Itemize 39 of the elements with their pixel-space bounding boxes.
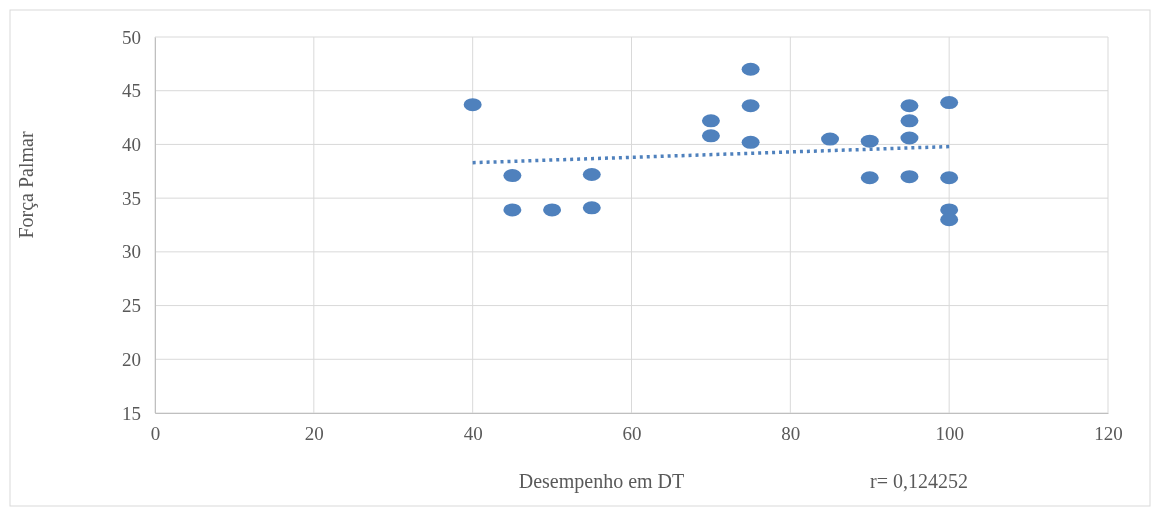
x-tick-label: 0: [150, 423, 161, 445]
y-tick-label: 20: [122, 348, 141, 370]
point: [701, 114, 720, 128]
point: [940, 171, 959, 185]
x-tick-label: 120: [1094, 423, 1123, 445]
x-tick-label: 60: [622, 423, 642, 445]
point: [900, 99, 919, 113]
text: r= 0,124252: [870, 470, 968, 492]
y-axis-title: Força Palmar: [15, 131, 38, 239]
x-tick-label: 100: [935, 423, 964, 445]
y-tick-label: 15: [122, 402, 141, 424]
point: [940, 213, 959, 227]
y-tick-label: 30: [122, 241, 141, 263]
point: [900, 114, 919, 128]
x-tick-label: 20: [304, 423, 324, 445]
point: [900, 170, 919, 184]
point: [741, 135, 760, 149]
x-axis-title: Desempenho em DT: [518, 470, 685, 493]
y-tick-label: 40: [122, 134, 141, 156]
point: [503, 203, 522, 217]
x-tick-label: 40: [463, 423, 483, 445]
y-tick-label: 25: [122, 295, 141, 317]
point: [582, 168, 601, 182]
point: [860, 171, 879, 185]
y-tick-label: 50: [122, 26, 141, 48]
point: [860, 134, 879, 148]
point: [900, 131, 919, 145]
point: [741, 62, 760, 76]
x-tick-label: 80: [781, 423, 801, 445]
y-tick-label: 35: [122, 187, 141, 209]
point: [741, 99, 760, 113]
point: [821, 132, 840, 146]
point: [463, 98, 482, 112]
point: [940, 96, 959, 110]
point: [582, 201, 601, 215]
y-tick-label: 45: [122, 80, 141, 102]
point: [543, 203, 562, 217]
point: [701, 129, 720, 143]
point: [503, 169, 522, 183]
